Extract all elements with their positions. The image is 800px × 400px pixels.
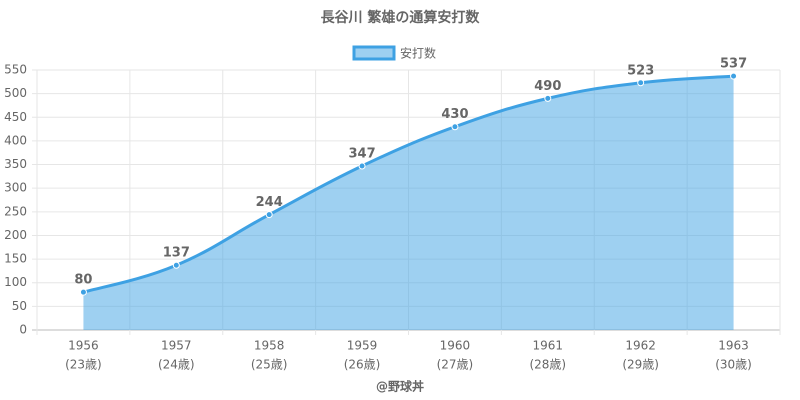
point xyxy=(358,162,366,170)
y-tick-label: 300 xyxy=(4,181,27,195)
y-tick-label: 150 xyxy=(4,252,27,266)
x-tick-label: 1961 xyxy=(533,339,564,353)
point xyxy=(637,79,645,87)
y-tick-label: 500 xyxy=(4,86,27,100)
value-label: 523 xyxy=(627,63,654,78)
chart-title: 長谷川 繁雄の通算安打数 xyxy=(321,9,481,26)
x-tick-sublabel: (26歳) xyxy=(344,358,381,372)
x-tick-label: 1958 xyxy=(254,339,285,353)
value-label: 490 xyxy=(534,79,561,94)
x-tick-label: 1963 xyxy=(718,339,749,353)
x-tick-label: 1960 xyxy=(440,339,471,353)
point xyxy=(730,72,738,80)
point xyxy=(79,288,87,296)
x-tick-sublabel: (30歳) xyxy=(715,358,752,372)
x-tick-label: 1956 xyxy=(68,339,99,353)
legend-label: 安打数 xyxy=(400,46,436,61)
value-label: 137 xyxy=(163,246,190,261)
point xyxy=(544,94,552,102)
x-tick-sublabel: (29歳) xyxy=(622,358,659,372)
y-tick-label: 450 xyxy=(4,110,27,124)
x-tick-label: 1962 xyxy=(625,339,656,353)
y-tick-label: 250 xyxy=(4,204,27,218)
x-tick-sublabel: (27歳) xyxy=(437,358,474,372)
y-tick-label: 550 xyxy=(4,63,27,77)
x-tick-sublabel: (24歳) xyxy=(158,358,195,372)
point xyxy=(265,211,273,219)
point xyxy=(451,123,459,131)
x-tick-sublabel: (28歳) xyxy=(529,358,566,372)
value-label: 537 xyxy=(720,57,747,72)
legend-swatch xyxy=(352,45,396,61)
area xyxy=(83,76,734,331)
x-tick-sublabel: (25歳) xyxy=(251,358,288,372)
footer: @野球丼 xyxy=(376,379,424,394)
y-tick-label: 0 xyxy=(19,323,27,337)
value-label: 80 xyxy=(74,273,92,288)
value-label: 244 xyxy=(256,195,283,210)
point xyxy=(172,261,180,269)
value-label: 430 xyxy=(441,107,468,122)
x-tick-label: 1957 xyxy=(161,339,192,353)
x-tick-sublabel: (23歳) xyxy=(65,358,102,372)
y-tick-label: 400 xyxy=(4,133,27,147)
y-tick-label: 350 xyxy=(4,157,27,171)
line xyxy=(83,74,734,294)
y-tick-label: 100 xyxy=(4,275,27,289)
y-tick-label: 50 xyxy=(12,299,27,313)
y-tick-label: 200 xyxy=(4,228,27,242)
x-tick-label: 1959 xyxy=(347,339,378,353)
value-label: 347 xyxy=(348,146,375,161)
